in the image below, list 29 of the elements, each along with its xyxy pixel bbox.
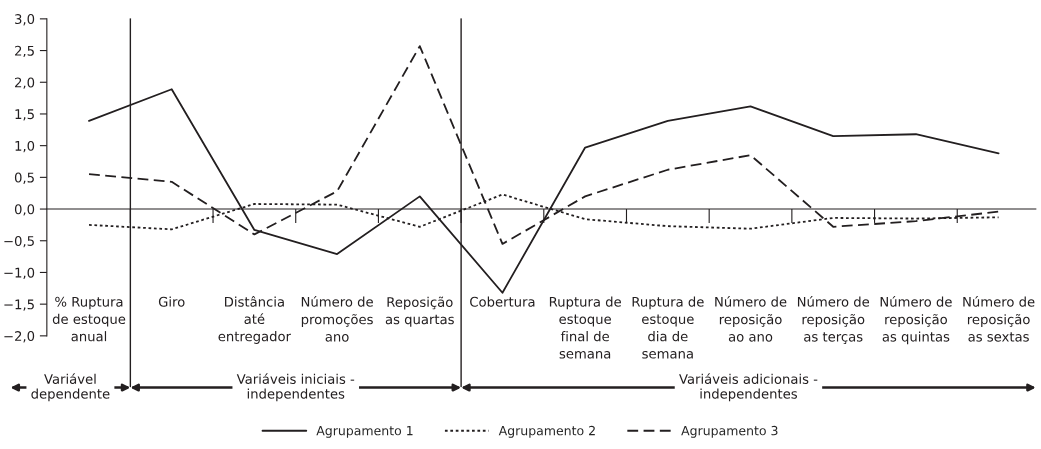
x-tick-label: Número de reposição ao ano	[715, 296, 787, 342]
y-tick-label: 0,0	[14, 204, 35, 216]
text: Variável dependente	[31, 373, 110, 402]
x-tick-label: Número de reposição as quintas	[880, 296, 952, 345]
x-tick-label: Cobertura	[470, 296, 535, 307]
y-tick-label: 1,5	[15, 109, 34, 121]
y-tick-label: −1,0	[4, 267, 35, 279]
y-tick-label: 2,0	[15, 77, 35, 89]
text: Variáveis iniciais - independentes	[236, 373, 355, 402]
x-tick-label: Número de reposição as terças	[797, 296, 870, 344]
legend-label: Agrupamento 2	[498, 425, 595, 438]
y-tick-label: −1,5	[4, 299, 34, 311]
legend-label: Agrupamento 1	[316, 426, 413, 438]
x-tick-label: Ruptura de estoque final de semana	[549, 296, 621, 359]
legend-label: Agrupamento 3	[681, 425, 778, 438]
y-tick-label: −0,5	[4, 235, 34, 248]
y-tick-label: 1,0	[15, 140, 35, 153]
x-tick-label: Número de reposição as sextas	[963, 296, 1035, 342]
y-tick-label: 2,5	[15, 45, 34, 58]
y-tick-label: −2,0	[4, 331, 35, 343]
y-tick-label: 3,0	[15, 14, 35, 26]
x-tick-label: Giro	[158, 296, 185, 307]
text: Variáveis adicionais - independentes	[679, 373, 818, 402]
x-tick-label: Número de promoções ano	[301, 296, 373, 342]
y-tick-label: 0,5	[14, 172, 34, 184]
x-tick-label: Ruptura de estoque dia de semana	[632, 296, 704, 359]
x-tick-label: Reposição as quartas	[385, 296, 454, 327]
x-tick-label: % Ruptura de estoque anual	[52, 296, 126, 342]
x-tick-label: Distância até entregador	[218, 296, 292, 344]
